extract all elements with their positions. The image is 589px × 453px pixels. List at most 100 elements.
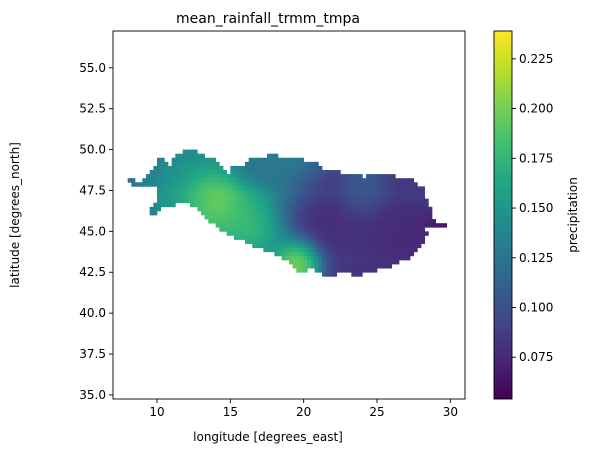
heatmap-cell	[348, 244, 352, 248]
heatmap-cell	[395, 252, 399, 256]
heatmap-cell	[399, 227, 403, 231]
heatmap-cell	[322, 199, 326, 203]
heatmap-cell	[289, 178, 293, 182]
heatmap-cell	[337, 174, 341, 178]
heatmap-cell	[186, 190, 190, 194]
heatmap-cell	[366, 248, 370, 252]
heatmap-cell	[348, 195, 352, 199]
heatmap-cell	[359, 215, 363, 219]
heatmap-cell	[326, 174, 330, 178]
heatmap-cell	[410, 235, 414, 239]
heatmap-cell	[267, 223, 271, 227]
heatmap-cell	[274, 178, 278, 182]
heatmap-cell	[337, 219, 341, 223]
heatmap-cell	[381, 178, 385, 182]
heatmap-cell	[359, 211, 363, 215]
heatmap-cell	[344, 268, 348, 272]
heatmap-cell	[410, 207, 414, 211]
colorbar-tick-label: 0.075	[519, 350, 553, 364]
heatmap-cell	[392, 248, 396, 252]
heatmap-cell	[340, 231, 344, 235]
heatmap-cell	[274, 203, 278, 207]
heatmap-cell	[172, 203, 176, 207]
heatmap-cell	[436, 223, 440, 227]
heatmap-cell	[329, 182, 333, 186]
heatmap-cell	[267, 154, 271, 158]
heatmap-cell	[388, 256, 392, 260]
heatmap-cell	[351, 244, 355, 248]
heatmap-cell	[296, 231, 300, 235]
heatmap-cell	[216, 178, 220, 182]
heatmap-cell	[205, 203, 209, 207]
heatmap-cell	[355, 252, 359, 256]
heatmap-cell	[322, 174, 326, 178]
heatmap-cell	[212, 207, 216, 211]
heatmap-cell	[329, 199, 333, 203]
x-tick-label: 30	[443, 405, 458, 419]
heatmap-cell	[333, 252, 337, 256]
heatmap-cell	[384, 252, 388, 256]
heatmap-cell	[318, 264, 322, 268]
heatmap-cell	[311, 252, 315, 256]
heatmap-cell	[252, 244, 256, 248]
heatmap-cell	[249, 170, 253, 174]
heatmap-cell	[406, 219, 410, 223]
heatmap-cell	[388, 260, 392, 264]
heatmap-cell	[337, 195, 341, 199]
heatmap-cell	[194, 195, 198, 199]
heatmap-cell	[168, 195, 172, 199]
heatmap-cell	[318, 235, 322, 239]
heatmap-cell	[355, 235, 359, 239]
heatmap-cell	[285, 240, 289, 244]
heatmap-cell	[355, 260, 359, 264]
heatmap-cell	[271, 195, 275, 199]
heatmap-cell	[263, 215, 267, 219]
heatmap-cell	[241, 190, 245, 194]
heatmap-cell	[377, 211, 381, 215]
heatmap-cell	[399, 186, 403, 190]
heatmap-cell	[362, 223, 366, 227]
heatmap-cell	[234, 190, 238, 194]
heatmap-cell	[289, 195, 293, 199]
heatmap-cell	[256, 186, 260, 190]
heatmap-cell	[289, 190, 293, 194]
heatmap-cell	[238, 174, 242, 178]
heatmap-cell	[348, 235, 352, 239]
heatmap-cell	[381, 195, 385, 199]
heatmap-cell	[348, 203, 352, 207]
heatmap-cell	[362, 195, 366, 199]
heatmap-cell	[260, 231, 264, 235]
heatmap-cell	[197, 190, 201, 194]
heatmap-cell	[285, 215, 289, 219]
heatmap-cell	[274, 211, 278, 215]
heatmap-cell	[399, 219, 403, 223]
heatmap-cell	[355, 207, 359, 211]
heatmap-cell	[348, 211, 352, 215]
heatmap-cell	[285, 195, 289, 199]
heatmap-cell	[296, 248, 300, 252]
heatmap-cell	[403, 199, 407, 203]
heatmap-cell	[289, 182, 293, 186]
heatmap-cell	[252, 158, 256, 162]
heatmap-cell	[263, 199, 267, 203]
heatmap-cell	[311, 186, 315, 190]
heatmap-cell	[359, 186, 363, 190]
heatmap-cell	[304, 178, 308, 182]
heatmap-cell	[252, 178, 256, 182]
heatmap-cell	[186, 182, 190, 186]
heatmap-cell	[161, 182, 165, 186]
heatmap-cell	[326, 272, 330, 276]
heatmap-cell	[326, 170, 330, 174]
heatmap-cell	[333, 223, 337, 227]
heatmap-cell	[355, 240, 359, 244]
heatmap-cell	[351, 190, 355, 194]
heatmap-cell	[377, 174, 381, 178]
heatmap-cell	[208, 195, 212, 199]
heatmap-cell	[267, 235, 271, 239]
heatmap-cell	[377, 223, 381, 227]
heatmap-cell	[223, 178, 227, 182]
heatmap-cell	[271, 162, 275, 166]
heatmap-cell	[381, 244, 385, 248]
heatmap-cell	[311, 207, 315, 211]
heatmap-cell	[392, 219, 396, 223]
